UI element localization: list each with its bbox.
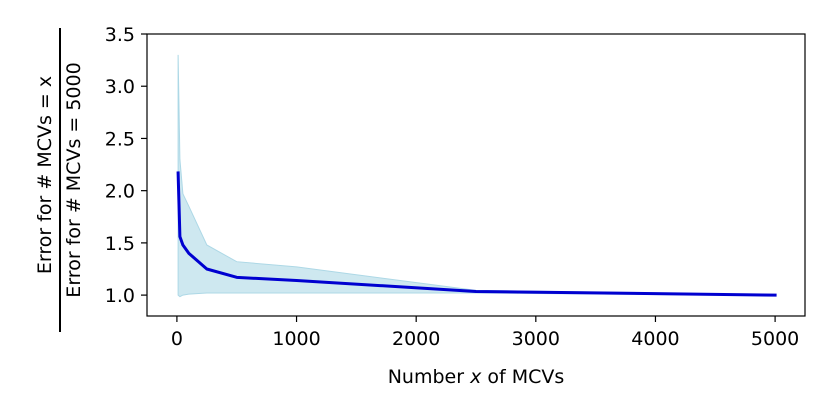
x-tick-label: 5000: [751, 328, 799, 350]
x-tick-label: 2000: [392, 328, 440, 350]
x-tick-label: 1000: [272, 328, 320, 350]
x-tick-label: 4000: [631, 328, 679, 350]
y-tick-label: 2.5: [105, 128, 135, 150]
y-axis-label: Error for # MCVs = x Error for # MCVs = …: [34, 28, 85, 332]
band-layer: [177, 54, 776, 298]
y-tick-label: 2.0: [105, 181, 135, 203]
y-axis-label-numerator: Error for # MCVs = x: [34, 76, 56, 274]
plot-frame: [146, 33, 806, 317]
line-layer: [176, 171, 777, 297]
x-tick-label: 3000: [512, 328, 560, 350]
y-axis: 1.0 1.5 2.0 2.5 3.0 3.5: [105, 24, 147, 307]
y-axis-label-denominator: Error for # MCVs = 5000: [63, 62, 85, 297]
series-0-line: [176, 171, 777, 297]
y-tick-label: 1.0: [105, 285, 135, 307]
y-tick-label: 3.0: [105, 76, 135, 98]
series-0-band: [177, 54, 776, 298]
x-axis-label: Number x of MCVs: [388, 366, 565, 388]
y-tick-label: 1.5: [105, 233, 135, 255]
x-axis: 0 1000 2000 3000 4000 5000: [171, 316, 799, 350]
x-tick-label: 0: [171, 328, 183, 350]
y-tick-label: 3.5: [105, 24, 135, 46]
